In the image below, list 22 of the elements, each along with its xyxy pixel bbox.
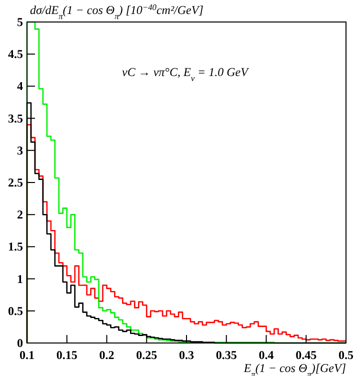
y-tick-label: 5 bbox=[17, 15, 23, 29]
x-tick-label: 0.15 bbox=[56, 348, 78, 362]
y-tick-label: 2.5 bbox=[8, 176, 23, 190]
y-axis-title: dσ/dE$_{π}$(1 − cos Θ$_{π}$) [10$^{−40}$cm²/GeV] bbox=[30, 2, 204, 20]
y-tick-label: 0 bbox=[17, 336, 23, 350]
y-tick-label: 4.5 bbox=[8, 47, 23, 62]
x-tick-label: 0.1 bbox=[20, 348, 34, 362]
x-tick-label: 0.35 bbox=[216, 348, 237, 362]
y-tick-label: 3.5 bbox=[8, 111, 23, 126]
x-tick-label: 0.3 bbox=[179, 348, 194, 362]
y-tick-label: 2 bbox=[17, 208, 23, 222]
annotation: νC → νπ°C, E$_{ν}$ = 1.0 GeV bbox=[122, 65, 250, 82]
x-tick-label: 0.45 bbox=[296, 348, 317, 362]
y-tick-label: 1.5 bbox=[8, 240, 23, 254]
x-tick-label: 0.2 bbox=[99, 348, 114, 362]
y-tick-label: 0.5 bbox=[8, 304, 23, 318]
x-tick-label: 0.25 bbox=[136, 348, 158, 362]
y-tick-label: 3 bbox=[17, 143, 23, 158]
x-tick-label: 0.5 bbox=[338, 348, 354, 362]
x-tick-label: 0.4 bbox=[258, 348, 274, 362]
y-tick-label: 1 bbox=[17, 272, 23, 286]
y-tick-label: 4 bbox=[17, 79, 23, 94]
